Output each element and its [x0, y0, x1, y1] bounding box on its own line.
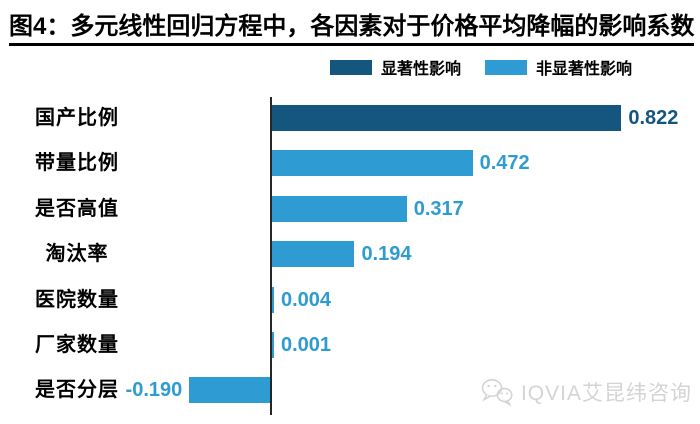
category-label: 厂家数量 [35, 334, 119, 356]
legend-item-non-significant: 非显著性影响 [485, 55, 632, 79]
bar [272, 196, 407, 222]
legend-swatch-non-significant-icon [485, 59, 528, 75]
category-label: 是否高值 [35, 198, 119, 220]
value-label: -0.190 [125, 379, 183, 401]
legend-swatch-significant-icon [330, 59, 372, 75]
category-label: 淘汰率 [45, 243, 109, 265]
bar [189, 377, 270, 403]
watermark-text: IQVIA艾昆纬咨询 [520, 382, 692, 405]
category-axis-line [270, 97, 272, 415]
value-label: 0.004 [281, 289, 332, 311]
legend-label-significant: 显著性影响 [381, 61, 462, 78]
value-label: 0.822 [628, 107, 679, 129]
value-label: 0.317 [413, 198, 464, 220]
category-label: 医院数量 [35, 289, 119, 311]
wechat-logo-icon [481, 379, 513, 407]
bar [272, 241, 355, 267]
category-label: 带量比例 [35, 152, 119, 174]
value-label: 0.472 [479, 152, 530, 174]
bar [272, 150, 473, 176]
bar [272, 332, 274, 358]
value-label: 0.194 [361, 243, 412, 265]
legend-label-non-significant: 非显著性影响 [536, 61, 633, 78]
value-label: 0.001 [281, 334, 332, 356]
legend-item-significant: 显著性影响 [330, 55, 461, 79]
bar [272, 287, 274, 313]
bar [272, 105, 622, 131]
chart-title: 图4：多元线性回归方程中，各因素对于价格平均降幅的影响系数 [9, 6, 695, 46]
watermark: IQVIA艾昆纬咨询 [479, 376, 692, 408]
chart-legend: 显著性影响 非显著性影响 [330, 55, 632, 79]
category-label: 是否分层 [35, 379, 119, 401]
category-label: 国产比例 [35, 107, 119, 129]
